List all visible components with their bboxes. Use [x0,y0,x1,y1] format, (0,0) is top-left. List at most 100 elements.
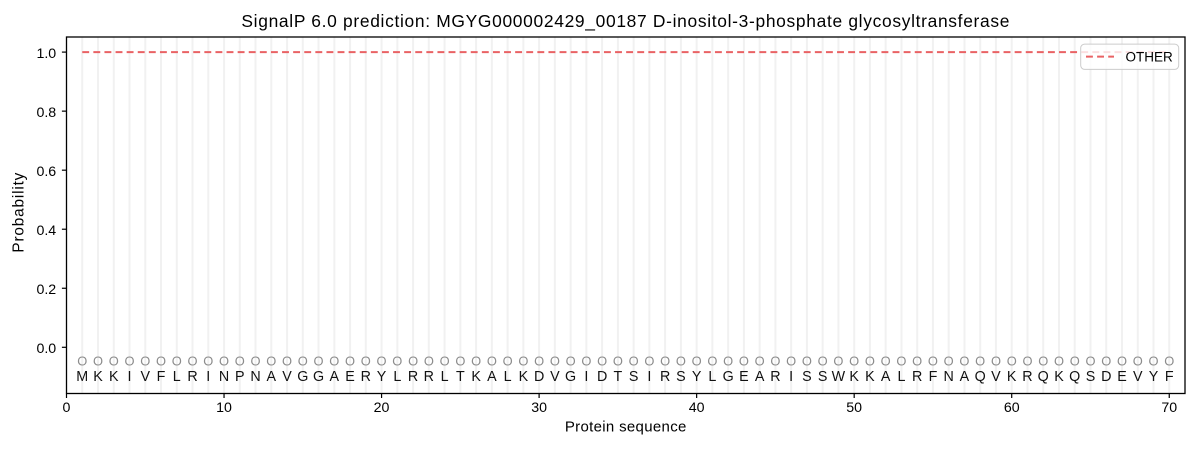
svg-text:L: L [441,369,449,385]
svg-text:F: F [157,369,166,385]
svg-text:O: O [723,353,733,368]
svg-text:O: O [188,353,198,368]
svg-text:O: O [613,353,623,368]
svg-text:O: O [440,353,450,368]
svg-text:P: P [235,369,245,385]
svg-text:O: O [629,353,639,368]
svg-text:R: R [912,369,922,385]
svg-text:O: O [329,353,339,368]
svg-text:K: K [93,369,103,385]
svg-text:Protein sequence: Protein sequence [565,419,687,436]
svg-text:0.0: 0.0 [36,341,56,357]
svg-text:I: I [584,369,588,385]
svg-text:O: O [865,353,875,368]
svg-text:O: O [818,353,828,368]
svg-text:S: S [676,369,686,385]
svg-text:O: O [786,353,796,368]
svg-text:0.4: 0.4 [36,223,56,239]
svg-text:0.2: 0.2 [36,282,56,298]
svg-text:F: F [929,369,938,385]
svg-text:G: G [313,369,324,385]
svg-text:O: O [566,353,576,368]
svg-text:O: O [959,353,969,368]
svg-text:O: O [1148,353,1158,368]
svg-text:W: W [832,369,846,385]
svg-text:Y: Y [1149,369,1159,385]
svg-text:A: A [881,369,891,385]
svg-text:O: O [755,353,765,368]
svg-text:D: D [1101,369,1111,385]
svg-text:O: O [1101,353,1111,368]
svg-text:G: G [297,369,308,385]
svg-text:O: O [93,353,103,368]
svg-text:I: I [789,369,793,385]
svg-text:O: O [707,353,717,368]
svg-text:K: K [865,369,875,385]
svg-text:T: T [614,369,623,385]
svg-text:O: O [282,353,292,368]
svg-text:D: D [534,369,544,385]
svg-text:V: V [550,369,560,385]
svg-text:30: 30 [531,400,547,416]
svg-text:O: O [928,353,938,368]
svg-text:N: N [219,369,229,385]
svg-text:O: O [597,353,607,368]
svg-text:O: O [518,353,528,368]
svg-text:O: O [314,353,324,368]
svg-text:G: G [723,369,734,385]
svg-text:O: O [802,353,812,368]
svg-text:L: L [708,369,716,385]
svg-text:O: O [644,353,654,368]
svg-text:10: 10 [216,400,232,416]
svg-text:O: O [739,353,749,368]
svg-text:R: R [424,369,434,385]
svg-text:O: O [424,353,434,368]
svg-text:A: A [755,369,765,385]
svg-text:R: R [770,369,780,385]
svg-text:L: L [393,369,401,385]
svg-text:Y: Y [377,369,387,385]
svg-text:E: E [739,369,749,385]
svg-text:60: 60 [1004,400,1020,416]
svg-text:Q: Q [1069,369,1080,385]
svg-text:R: R [660,369,670,385]
svg-text:N: N [250,369,260,385]
svg-text:O: O [581,353,591,368]
svg-text:T: T [456,369,465,385]
svg-text:V: V [991,369,1001,385]
svg-text:O: O [676,353,686,368]
svg-text:O: O [251,353,261,368]
svg-text:Q: Q [975,369,986,385]
svg-text:O: O [1054,353,1064,368]
svg-text:F: F [1165,369,1174,385]
svg-text:1.0: 1.0 [36,46,56,62]
svg-text:G: G [565,369,576,385]
svg-text:O: O [1133,353,1143,368]
svg-text:0.6: 0.6 [36,164,56,180]
svg-text:R: R [1022,369,1032,385]
svg-text:A: A [487,369,497,385]
svg-text:O: O [975,353,985,368]
svg-text:K: K [519,369,529,385]
svg-text:O: O [298,353,308,368]
svg-text:O: O [77,353,87,368]
svg-text:O: O [455,353,465,368]
svg-text:S: S [818,369,828,385]
svg-text:V: V [1133,369,1143,385]
svg-text:M: M [76,369,88,385]
svg-text:O: O [833,353,843,368]
svg-text:O: O [109,353,119,368]
svg-text:O: O [361,353,371,368]
svg-text:V: V [282,369,292,385]
svg-text:S: S [802,369,812,385]
svg-text:20: 20 [374,400,390,416]
svg-text:O: O [912,353,922,368]
svg-text:O: O [471,353,481,368]
svg-text:O: O [692,353,702,368]
svg-text:O: O [503,353,513,368]
svg-text:O: O [1070,353,1080,368]
svg-text:O: O [1117,353,1127,368]
svg-text:L: L [504,369,512,385]
svg-text:50: 50 [846,400,862,416]
svg-text:0: 0 [63,400,71,416]
